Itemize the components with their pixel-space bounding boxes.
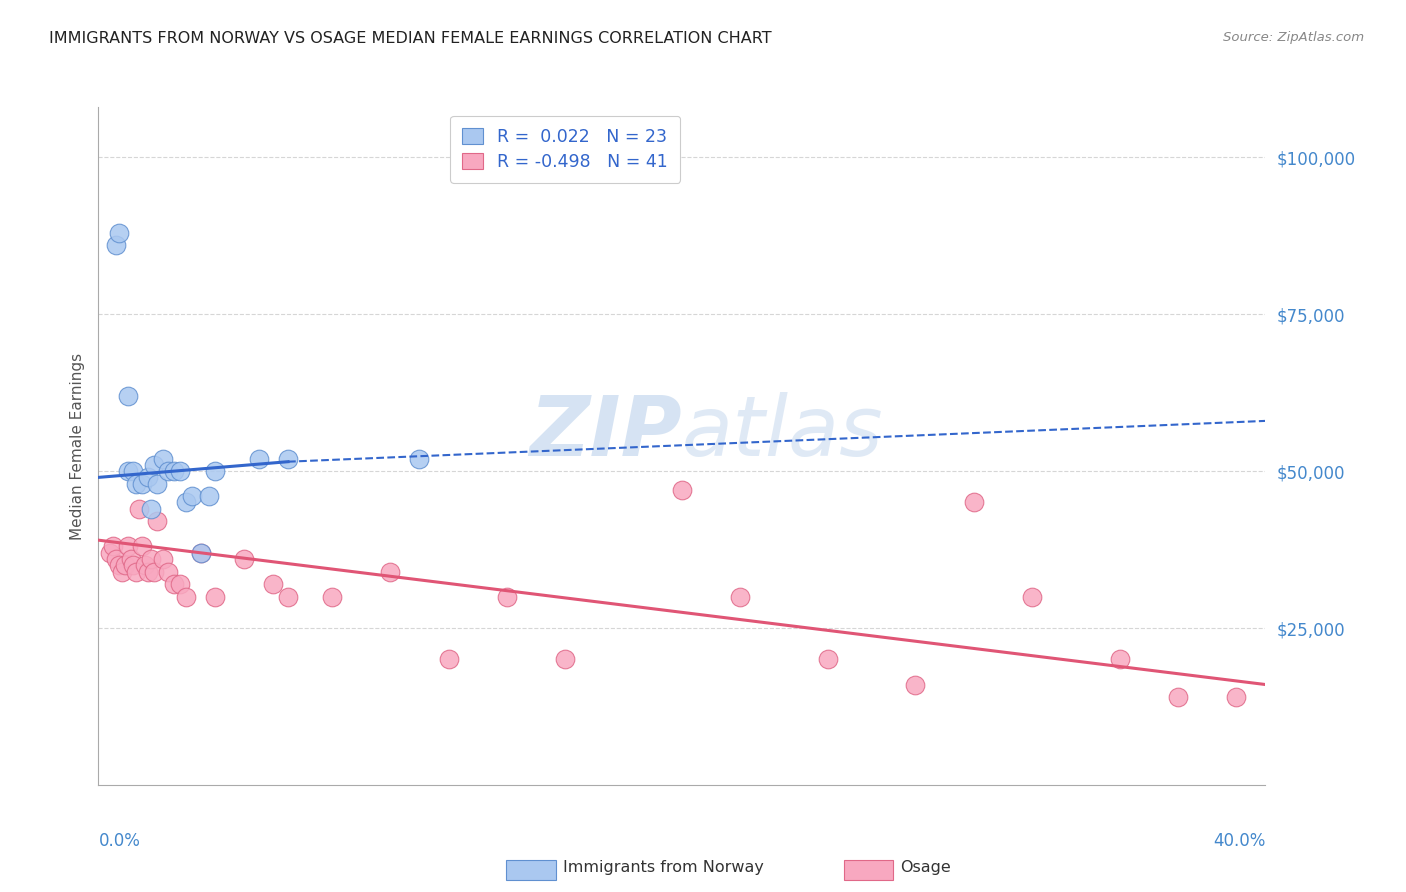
Point (108, 558, 131, 573)
Legend: R =  0.022   N = 23, R = -0.498   N = 41: R = 0.022 N = 23, R = -0.498 N = 41 (450, 116, 681, 183)
Point (117, 464, 139, 478)
Point (125, 565, 148, 579)
Point (142, 565, 165, 579)
Point (233, 552, 256, 566)
Point (152, 552, 174, 566)
Point (152, 451, 174, 466)
Point (277, 451, 299, 466)
Text: Source: ZipAtlas.com: Source: ZipAtlas.com (1223, 31, 1364, 45)
Point (157, 565, 180, 579)
Point (101, 540, 124, 554)
Point (125, 476, 148, 491)
Point (1225, 690, 1247, 704)
Point (108, 226, 131, 240)
Point (139, 552, 162, 566)
Point (142, 458, 165, 472)
Point (1167, 690, 1189, 704)
Text: Immigrants from Norway: Immigrants from Norway (562, 860, 763, 875)
Point (728, 590, 751, 604)
Point (204, 464, 226, 478)
Point (204, 590, 226, 604)
Point (817, 652, 839, 666)
Point (198, 489, 221, 503)
Point (120, 552, 142, 566)
Point (169, 464, 191, 478)
Point (163, 577, 186, 591)
Y-axis label: Median Female Earnings: Median Female Earnings (69, 352, 84, 540)
Text: Osage: Osage (900, 860, 950, 875)
Point (128, 501, 150, 516)
Point (117, 389, 139, 403)
Point (247, 451, 270, 466)
Point (122, 558, 145, 573)
Point (962, 495, 984, 509)
Point (131, 476, 153, 491)
Point (495, 590, 517, 604)
Point (98, 546, 121, 560)
Point (321, 590, 343, 604)
Text: atlas: atlas (682, 392, 883, 473)
Point (117, 540, 139, 554)
Point (180, 489, 202, 503)
Point (671, 483, 693, 497)
Point (1021, 590, 1043, 604)
Point (190, 546, 212, 560)
Point (111, 565, 134, 579)
Point (554, 652, 576, 666)
Point (104, 552, 127, 566)
Text: ZIP: ZIP (529, 392, 682, 473)
Point (146, 476, 169, 491)
Point (262, 577, 284, 591)
Point (122, 464, 145, 478)
Point (190, 546, 212, 560)
Point (104, 238, 127, 252)
Point (136, 470, 159, 484)
Point (277, 590, 299, 604)
Point (174, 495, 197, 509)
Point (169, 577, 191, 591)
Point (408, 451, 430, 466)
Point (174, 590, 197, 604)
Point (131, 540, 153, 554)
Point (146, 514, 169, 528)
Point (114, 558, 136, 573)
Point (136, 565, 159, 579)
Point (1108, 652, 1130, 666)
Point (163, 464, 186, 478)
Point (157, 464, 180, 478)
Point (904, 677, 927, 691)
Text: 0.0%: 0.0% (98, 832, 141, 850)
Text: 40.0%: 40.0% (1213, 832, 1265, 850)
Text: IMMIGRANTS FROM NORWAY VS OSAGE MEDIAN FEMALE EARNINGS CORRELATION CHART: IMMIGRANTS FROM NORWAY VS OSAGE MEDIAN F… (49, 31, 772, 46)
Point (378, 565, 402, 579)
Point (437, 652, 460, 666)
Point (134, 558, 156, 573)
Point (139, 501, 162, 516)
